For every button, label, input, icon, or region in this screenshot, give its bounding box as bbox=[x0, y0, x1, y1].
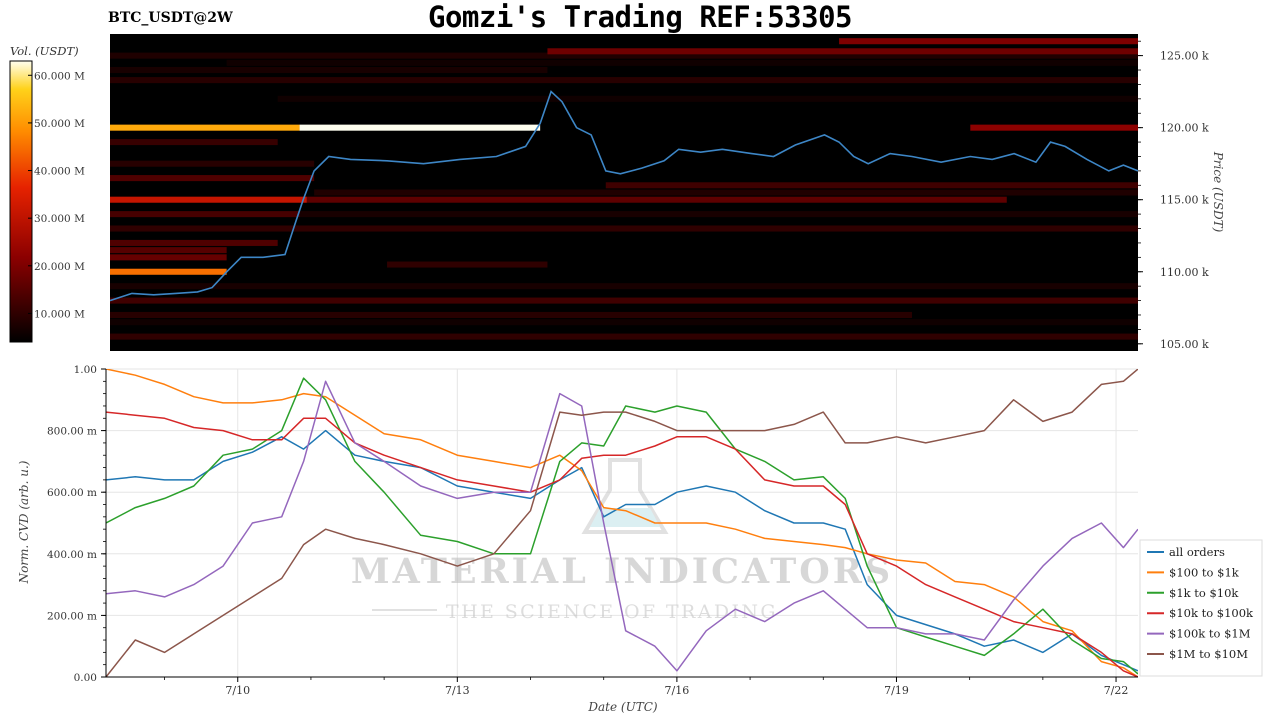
cvd-series-line bbox=[106, 369, 1138, 677]
price-tick-label: 120.00 k bbox=[1160, 122, 1209, 135]
cvd-y-axis-label: Norm. CVD (arb. u.) bbox=[17, 460, 31, 584]
liquidity-band bbox=[110, 247, 227, 254]
price-tick-label: 125.00 k bbox=[1160, 50, 1209, 63]
legend-label: $1M to $10M bbox=[1169, 647, 1248, 661]
cvd-series-line bbox=[106, 369, 1138, 677]
y-tick-label: 200.00 m bbox=[47, 610, 97, 622]
liquidity-band bbox=[110, 333, 1138, 340]
colorbar-gradient bbox=[9, 60, 33, 343]
cvd-series-line bbox=[106, 411, 1138, 677]
colorbar-label: Vol. (USDT) bbox=[10, 44, 79, 58]
liquidity-band bbox=[299, 124, 541, 131]
legend-label: $1k to $10k bbox=[1169, 586, 1239, 600]
liquidity-band bbox=[299, 211, 1138, 218]
liquidity-band bbox=[110, 311, 912, 319]
watermark-title: MATERIAL INDICATORS bbox=[351, 551, 893, 592]
liquidity-band bbox=[226, 59, 1138, 66]
liquidity-band bbox=[306, 196, 1007, 203]
colorbar-tick-label: 50.000 M bbox=[34, 118, 85, 130]
liquidity-band bbox=[110, 254, 227, 261]
cvd-panel: MATERIAL INDICATORS THE SCIENCE OF TRADI… bbox=[17, 364, 1263, 714]
liquidity-band bbox=[110, 160, 315, 167]
legend-label: $10k to $100k bbox=[1169, 606, 1254, 620]
x-tick-label: 7/13 bbox=[445, 684, 470, 697]
liquidity-band bbox=[547, 48, 1138, 55]
liquidity-band bbox=[110, 268, 227, 275]
legend-label: all orders bbox=[1169, 545, 1225, 559]
liquidity-band bbox=[314, 189, 1138, 196]
colorbar-tick-label: 20.000 M bbox=[34, 261, 85, 273]
cvd-series-line bbox=[106, 429, 1138, 672]
liquidity-band bbox=[110, 239, 278, 246]
liquidity-band bbox=[277, 95, 1138, 102]
liquidity-band bbox=[110, 225, 1138, 232]
liquidity-band bbox=[387, 261, 548, 268]
liquidity-band bbox=[110, 139, 278, 146]
y-tick-label: 0.00 bbox=[74, 672, 97, 684]
y-tick-label: 800.00 m bbox=[47, 426, 97, 438]
y-tick-label: 600.00 m bbox=[47, 487, 97, 499]
x-tick-label: 7/10 bbox=[225, 684, 250, 697]
liquidity-band bbox=[110, 66, 548, 74]
price-tick-label: 115.00 k bbox=[1160, 194, 1209, 207]
flask-logo-icon bbox=[581, 458, 669, 534]
price-tick-label: 105.00 k bbox=[1160, 338, 1209, 351]
y-tick-label: 1.00 bbox=[74, 364, 97, 376]
heatmap-panel: 105.00 k 110.00 k 115.00 k 120.00 k 125.00 k… bbox=[110, 34, 1225, 351]
price-axis-label: Price (USDT) bbox=[1211, 151, 1225, 233]
legend-label: $100k to $1M bbox=[1169, 627, 1251, 641]
y-tick-label: 400.00 m bbox=[47, 549, 97, 561]
legend: all orders $100 to $1k $1k to $10k $10k to … bbox=[1139, 539, 1263, 677]
colorbar-tick-label: 30.000 M bbox=[34, 213, 85, 225]
x-axis-label: Date (UTC) bbox=[587, 700, 657, 714]
x-tick-label: 7/22 bbox=[1104, 684, 1129, 697]
liquidity-band bbox=[110, 196, 307, 203]
liquidity-band bbox=[110, 175, 315, 182]
cvd-series-line bbox=[106, 380, 1138, 672]
liquidity-band bbox=[605, 182, 1138, 189]
cvd-series-line bbox=[106, 377, 1138, 675]
colorbar: Vol. (USDT) 10.000 M 20.000 M 30.000 M 40.0… bbox=[9, 44, 85, 343]
liquidity-band bbox=[110, 283, 1138, 290]
liquidity-band bbox=[970, 124, 1138, 131]
liquidity-band bbox=[110, 211, 300, 218]
page-title: Gomzi's Trading REF:53305 bbox=[428, 0, 853, 34]
colorbar-tick-label: 40.000 M bbox=[34, 166, 85, 178]
colorbar-tick-label: 60.000 M bbox=[34, 70, 85, 82]
watermark-subtitle: THE SCIENCE OF TRADING bbox=[446, 601, 778, 623]
liquidity-band bbox=[110, 124, 300, 131]
liquidity-band bbox=[110, 297, 1138, 304]
x-tick-label: 7/19 bbox=[884, 684, 909, 697]
pair-label: BTC_USDT@2W bbox=[108, 10, 233, 26]
liquidity-band bbox=[110, 319, 1138, 326]
flask-liquid-icon bbox=[590, 508, 660, 527]
price-tick-label: 110.00 k bbox=[1160, 266, 1209, 279]
colorbar-tick-label: 10.000 M bbox=[34, 308, 85, 320]
watermark: MATERIAL INDICATORS THE SCIENCE OF TRADI… bbox=[351, 458, 893, 623]
liquidity-band bbox=[839, 38, 1138, 45]
liquidity-band bbox=[110, 77, 1138, 84]
price-line bbox=[110, 90, 1138, 302]
legend-label: $100 to $1k bbox=[1169, 565, 1240, 579]
liquidity-band bbox=[110, 52, 1138, 59]
x-tick-label: 7/16 bbox=[665, 684, 690, 697]
